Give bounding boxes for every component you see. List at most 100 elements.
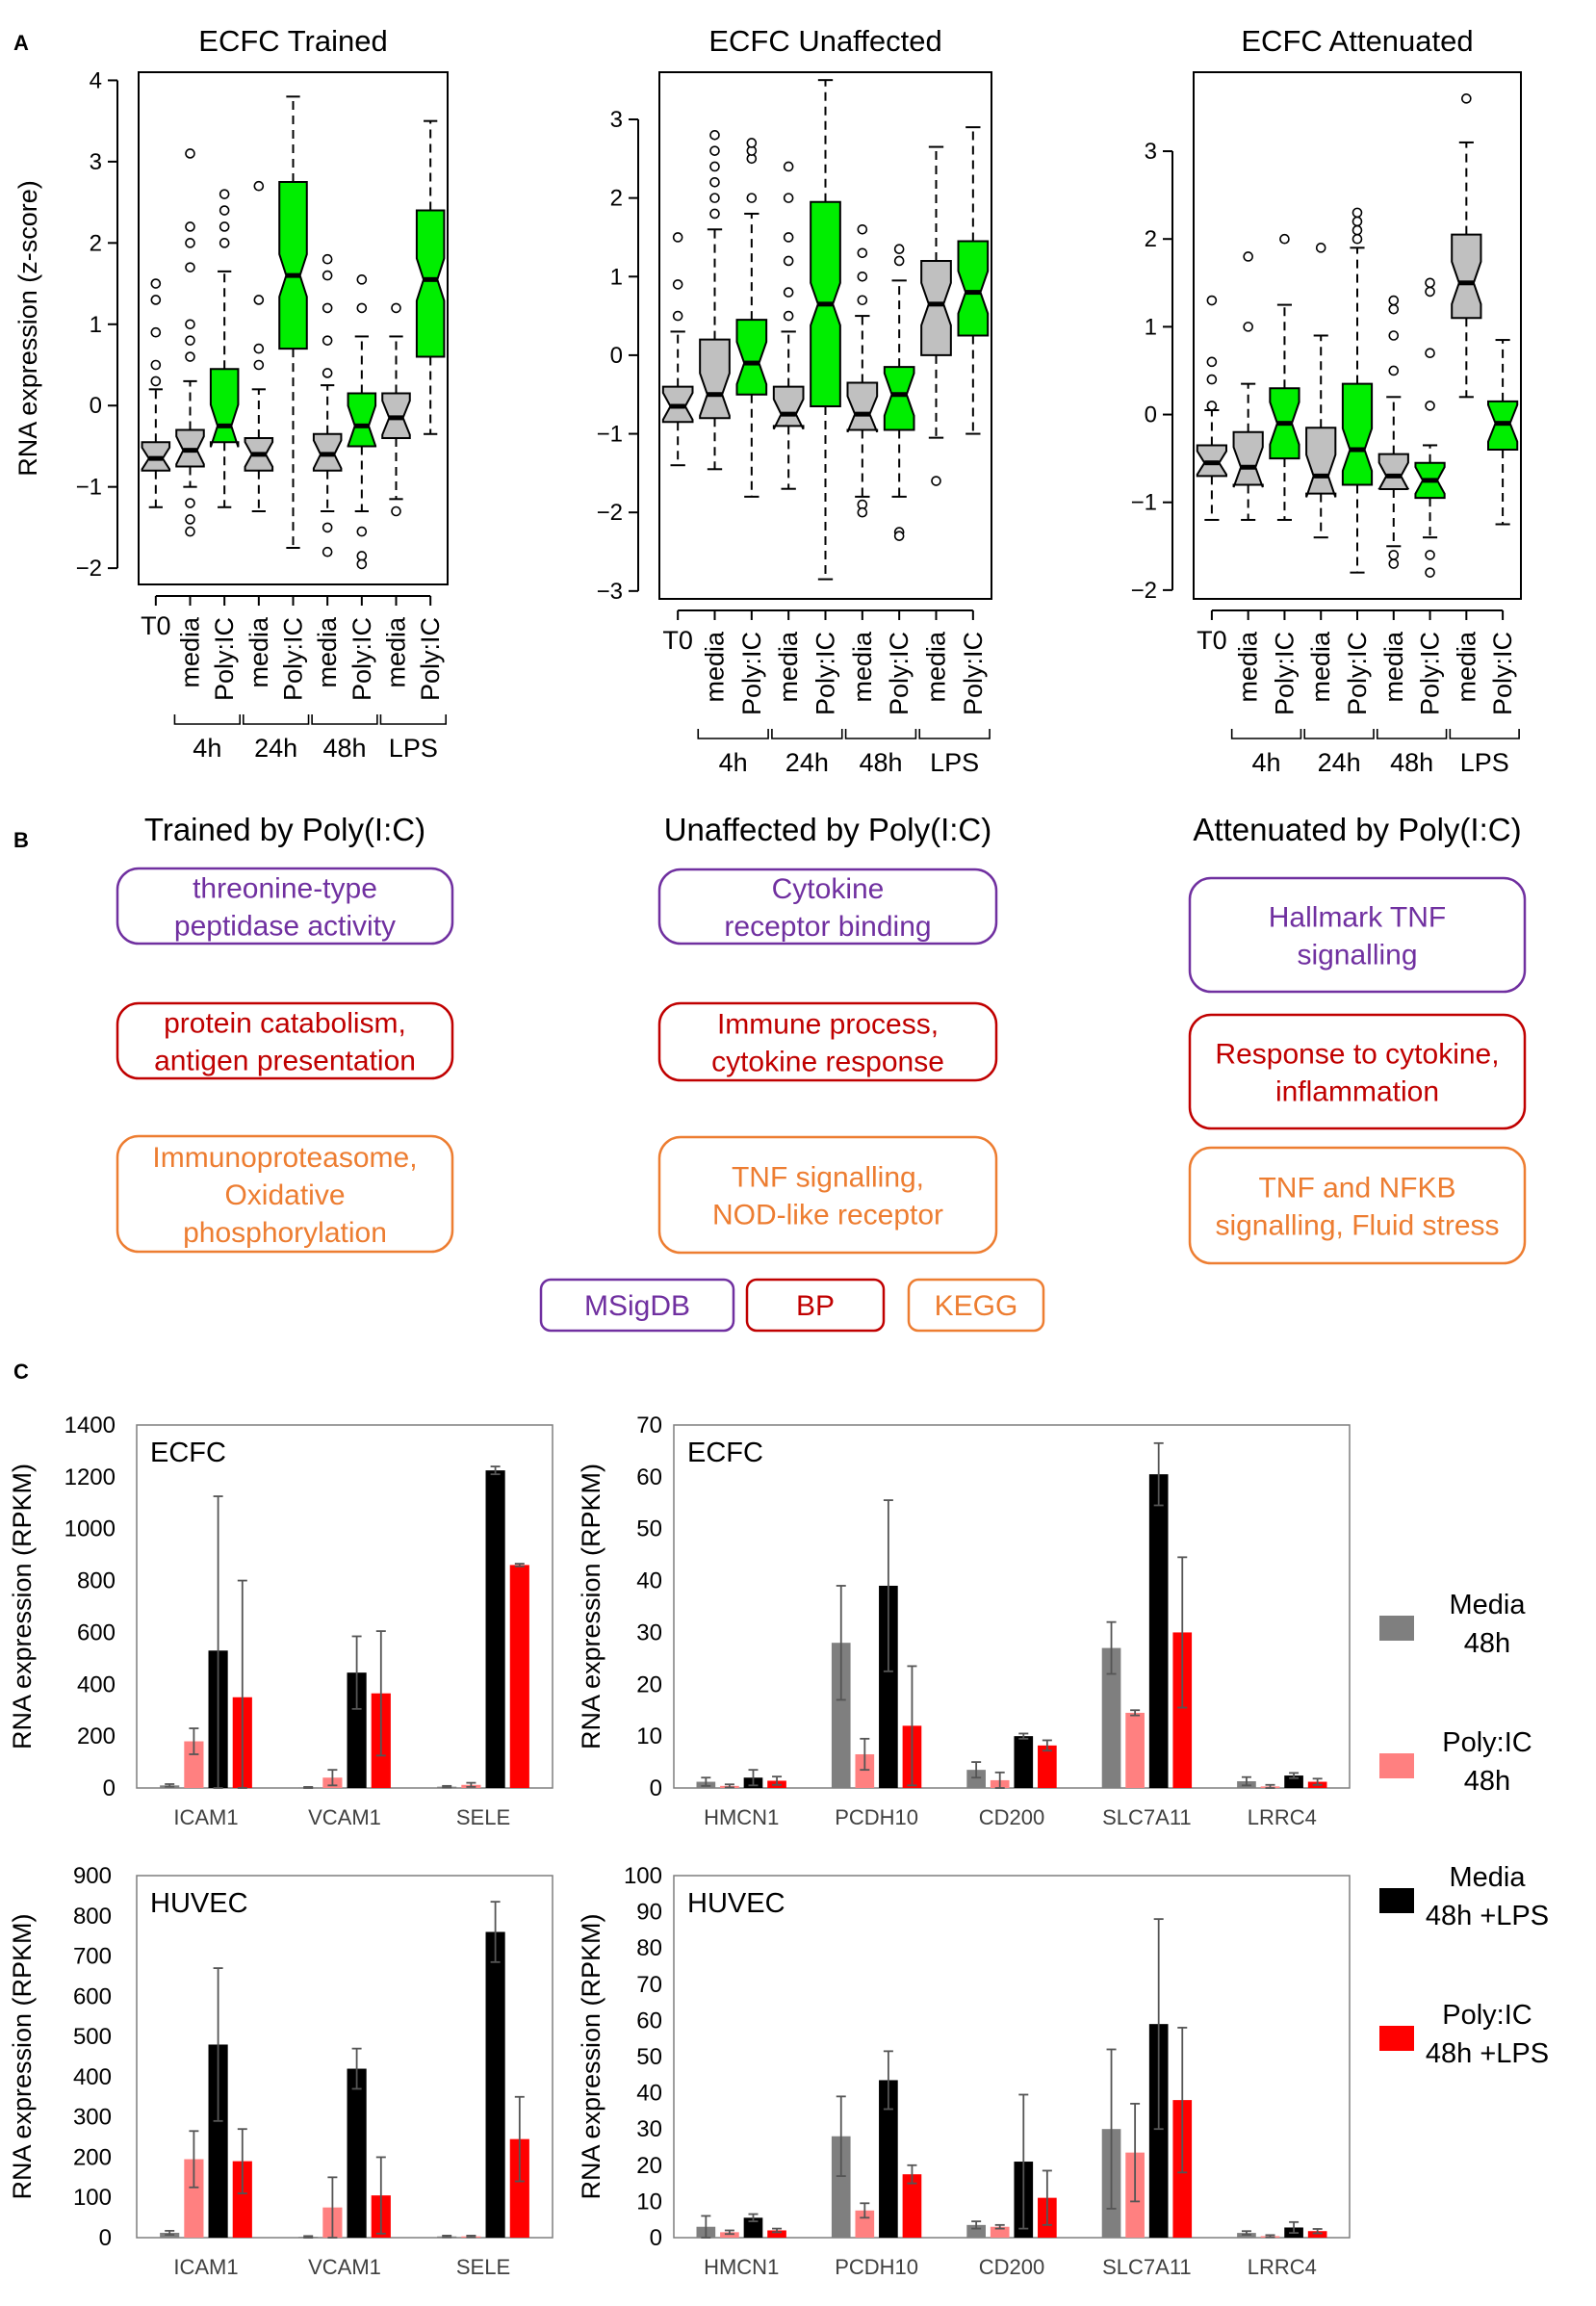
y-tick-label: 20 [636,2153,662,2179]
outlier-point [185,526,195,537]
enrichment-term-kegg: NOD-like receptor [712,1200,943,1231]
outlier-point [185,351,195,362]
outlier-point [857,295,868,306]
outlier-point [1388,365,1400,376]
box-gray [699,338,731,420]
y-tick-label: 100 [73,2185,112,2211]
bar-media-48h [831,1643,851,1788]
legend-box-kegg [907,1278,1045,1333]
x-label-condition: media [382,616,411,688]
group-label: 24h [1318,748,1361,777]
x-label-condition: Poly:IC [348,617,376,701]
x-category-label: HMCN1 [704,2255,779,2279]
bar-media-48h-lps [743,2217,763,2238]
x-category-label: SELE [456,1805,510,1829]
x-category-label: PCDH10 [835,1805,918,1829]
y-tick-label: −3 [597,579,623,605]
outlier-point [391,505,401,517]
group-bracket [311,714,378,725]
x-category-label: PCDH10 [835,2255,918,2279]
legend-label: 48h [1464,1628,1510,1659]
group-label: LPS [1460,748,1509,777]
y-tick-label: 60 [636,2008,662,2034]
y-tick-label: 30 [636,2116,662,2142]
y-tick-label: 50 [636,1516,662,1542]
chart-title: ECFC Attenuated [1241,24,1473,58]
x-label-condition: media [774,631,803,703]
group-bracket [844,729,917,739]
outlier-point [185,319,195,330]
bar-media-48h-lps [879,2080,898,2238]
chart-title: ECFC [150,1438,226,1468]
y-tick-label: 0 [650,1775,662,1801]
enrichment-term-msigdb: Cytokine [772,873,885,905]
panel-label-a: A [13,31,29,55]
enrichment-box-msigdb [657,868,998,946]
bar-polyic-48h [990,2226,1010,2238]
y-tick-label: 800 [77,1568,116,1594]
outlier-point [1388,330,1400,341]
x-category-label: CD200 [979,2255,1044,2279]
plot-frame [136,1875,553,2239]
legend-label: 48h +LPS [1426,1901,1549,1931]
x-category-label: VCAM1 [308,1805,381,1829]
y-tick-label: 70 [636,1972,662,1998]
enrichment-term-msigdb: Hallmark TNF [1269,902,1446,934]
outlier-point [1461,93,1472,104]
bar-polyic-48h [184,2159,204,2238]
bar-media-48h-lps [1148,2024,1169,2238]
y-tick-label: 0 [99,2225,112,2251]
box-gray [1232,430,1264,488]
enrichment-column-title: Attenuated by Poly(I:C) [1193,812,1521,847]
group-bracket [1303,729,1375,739]
enrichment-box-msigdb [1188,876,1527,994]
outlier-point [185,514,195,525]
chart-title: HUVEC [687,1888,785,1919]
outlier-point [1425,401,1435,411]
plot-frame [138,71,449,585]
y-tick-label: 1400 [64,1412,116,1438]
outlier-point [1425,286,1435,298]
box-green [957,240,990,337]
y-tick-label: 200 [73,2144,112,2170]
outlier-point [1425,277,1435,289]
chart-title: ECFC Unaffected [708,24,941,58]
y-tick-label: 3 [90,149,102,175]
y-tick-label: −1 [597,422,623,448]
group-label: 4h [193,734,221,763]
panel-label-c: C [13,1360,29,1384]
chart-title: ECFC [687,1438,763,1468]
y-tick-label: 1 [610,264,623,290]
bar-polyic-48h-lps [902,2174,922,2238]
group-label: LPS [930,748,979,777]
outlier-point [1206,401,1218,411]
outlier-point [1388,295,1400,306]
x-label-t0: T0 [141,611,171,640]
bar-polyic-48h [855,1753,875,1788]
y-tick-label: 700 [73,1944,112,1970]
outlier-point [1206,295,1218,306]
enrichment-term-bp: Response to cytokine, [1215,1039,1499,1071]
bar-media-48h-lps [347,1672,367,1788]
legend-label: 48h +LPS [1426,2038,1549,2069]
y-tick-label: 100 [624,1863,662,1889]
x-label-condition: Poly:IC [811,632,840,715]
outlier-point [709,145,720,156]
y-tick-label: 20 [636,1671,662,1697]
outlier-point [322,368,333,378]
enrichment-column-title: Unaffected by Poly(I:C) [664,812,992,847]
group-label: 4h [1252,748,1281,777]
box-green [1341,382,1374,486]
x-category-label: ICAM1 [173,1805,238,1829]
outlier-point [1351,224,1363,236]
y-tick-label: 40 [636,2081,662,2107]
bar-media-48h-lps [485,1931,505,2238]
x-label-condition: media [176,616,205,688]
y-tick-label: 1 [1145,314,1157,340]
y-tick-label: 800 [73,1904,112,1930]
x-label-condition: Poly:IC [737,632,766,715]
enrichment-box-kegg [1188,1146,1527,1265]
outlier-point [1206,356,1218,368]
x-label-t0: T0 [662,626,693,655]
